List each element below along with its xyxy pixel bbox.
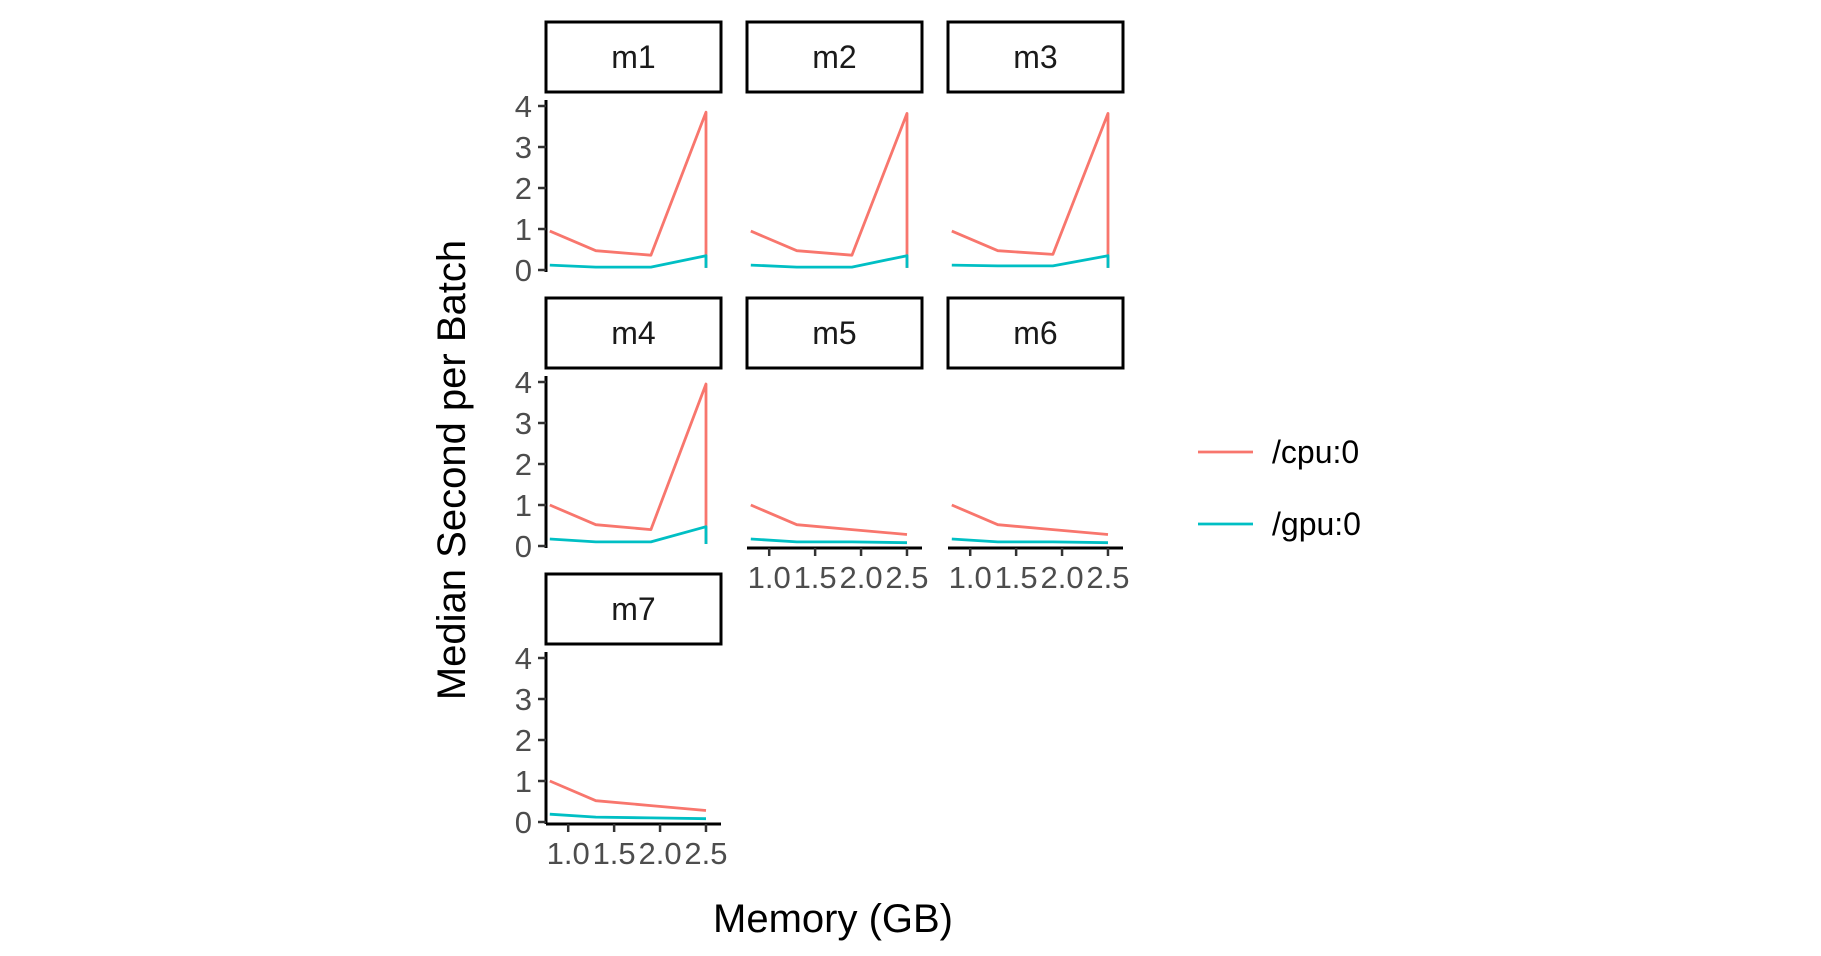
series-line-gpu0 bbox=[750, 254, 909, 269]
strip-box bbox=[544, 296, 723, 370]
y-tick-label: 3 bbox=[515, 406, 532, 441]
strip-label: m1 bbox=[611, 39, 655, 75]
y-tick-label: 4 bbox=[515, 365, 532, 400]
strip-box bbox=[745, 20, 924, 94]
x-tick-label: 2.5 bbox=[684, 836, 727, 871]
y-tick-label: 0 bbox=[515, 805, 532, 840]
panel-m7: m7 0 1 2 3 4 1.0 1.5 2.0 2.5 bbox=[515, 572, 728, 871]
series-line-gpu0 bbox=[549, 525, 708, 544]
x-tick-label: 2.0 bbox=[1040, 560, 1083, 595]
y-tick-label: 3 bbox=[515, 682, 532, 717]
series-line-cpu0 bbox=[549, 110, 708, 268]
strip-box bbox=[946, 296, 1125, 370]
series-line-gpu0 bbox=[549, 812, 707, 821]
series-line-cpu0 bbox=[750, 112, 909, 268]
legend-label: /cpu:0 bbox=[1272, 434, 1359, 470]
panel-m3: m3 bbox=[946, 20, 1125, 268]
y-tick-label: 2 bbox=[515, 723, 532, 758]
y-tick-label: 0 bbox=[515, 529, 532, 564]
x-tick-label: 2.5 bbox=[885, 560, 928, 595]
series-line-gpu0 bbox=[549, 254, 708, 269]
y-tick-label: 1 bbox=[515, 764, 532, 799]
series-line-cpu0 bbox=[549, 382, 708, 544]
strip-box bbox=[745, 296, 924, 370]
y-tick-label: 4 bbox=[515, 641, 532, 676]
strip-box bbox=[946, 20, 1125, 94]
x-tick-label: 1.5 bbox=[593, 836, 636, 871]
x-tick-label: 1.0 bbox=[949, 560, 992, 595]
x-tick-label: 2.0 bbox=[638, 836, 681, 871]
y-tick-label: 1 bbox=[515, 488, 532, 523]
strip-label: m4 bbox=[611, 315, 655, 351]
series-line-gpu0 bbox=[951, 254, 1110, 268]
panel-m6: m6 1.0 1.5 2.0 2.5 bbox=[946, 296, 1130, 595]
y-tick-label: 4 bbox=[515, 89, 532, 124]
x-tick-label: 1.0 bbox=[748, 560, 791, 595]
panel-m2: m2 bbox=[745, 20, 924, 269]
series-line-cpu0 bbox=[951, 112, 1110, 268]
x-tick-label: 2.5 bbox=[1086, 560, 1129, 595]
panel-m1: m1 0 1 2 3 4 bbox=[515, 20, 723, 288]
series-line-gpu0 bbox=[951, 537, 1109, 545]
series-line-cpu0 bbox=[549, 779, 707, 812]
legend-label: /gpu:0 bbox=[1272, 506, 1361, 542]
strip-label: m3 bbox=[1013, 39, 1057, 75]
y-tick-label: 1 bbox=[515, 212, 532, 247]
legend: /cpu:0/gpu:0 bbox=[1198, 434, 1361, 542]
strip-box bbox=[544, 20, 723, 94]
x-axis-title: Memory (GB) bbox=[713, 897, 953, 941]
strip-label: m7 bbox=[611, 591, 655, 627]
strip-box bbox=[544, 572, 723, 646]
strip-label: m6 bbox=[1013, 315, 1057, 351]
strip-label: m5 bbox=[812, 315, 856, 351]
y-tick-label: 0 bbox=[515, 253, 532, 288]
x-tick-label: 1.0 bbox=[547, 836, 590, 871]
x-tick-label: 1.5 bbox=[794, 560, 837, 595]
strip-label: m2 bbox=[812, 39, 856, 75]
panel-m4: m4 0 1 2 3 4 bbox=[515, 296, 723, 564]
x-tick-label: 2.0 bbox=[839, 560, 882, 595]
series-line-cpu0 bbox=[951, 503, 1109, 536]
series-line-gpu0 bbox=[750, 537, 908, 545]
y-tick-label: 3 bbox=[515, 130, 532, 165]
series-line-cpu0 bbox=[750, 503, 908, 536]
x-tick-label: 1.5 bbox=[995, 560, 1038, 595]
y-tick-label: 2 bbox=[515, 447, 532, 482]
panel-m5: m5 1.0 1.5 2.0 2.5 bbox=[745, 296, 929, 595]
y-tick-label: 2 bbox=[515, 171, 532, 206]
y-axis-title: Median Second per Batch bbox=[430, 240, 474, 700]
